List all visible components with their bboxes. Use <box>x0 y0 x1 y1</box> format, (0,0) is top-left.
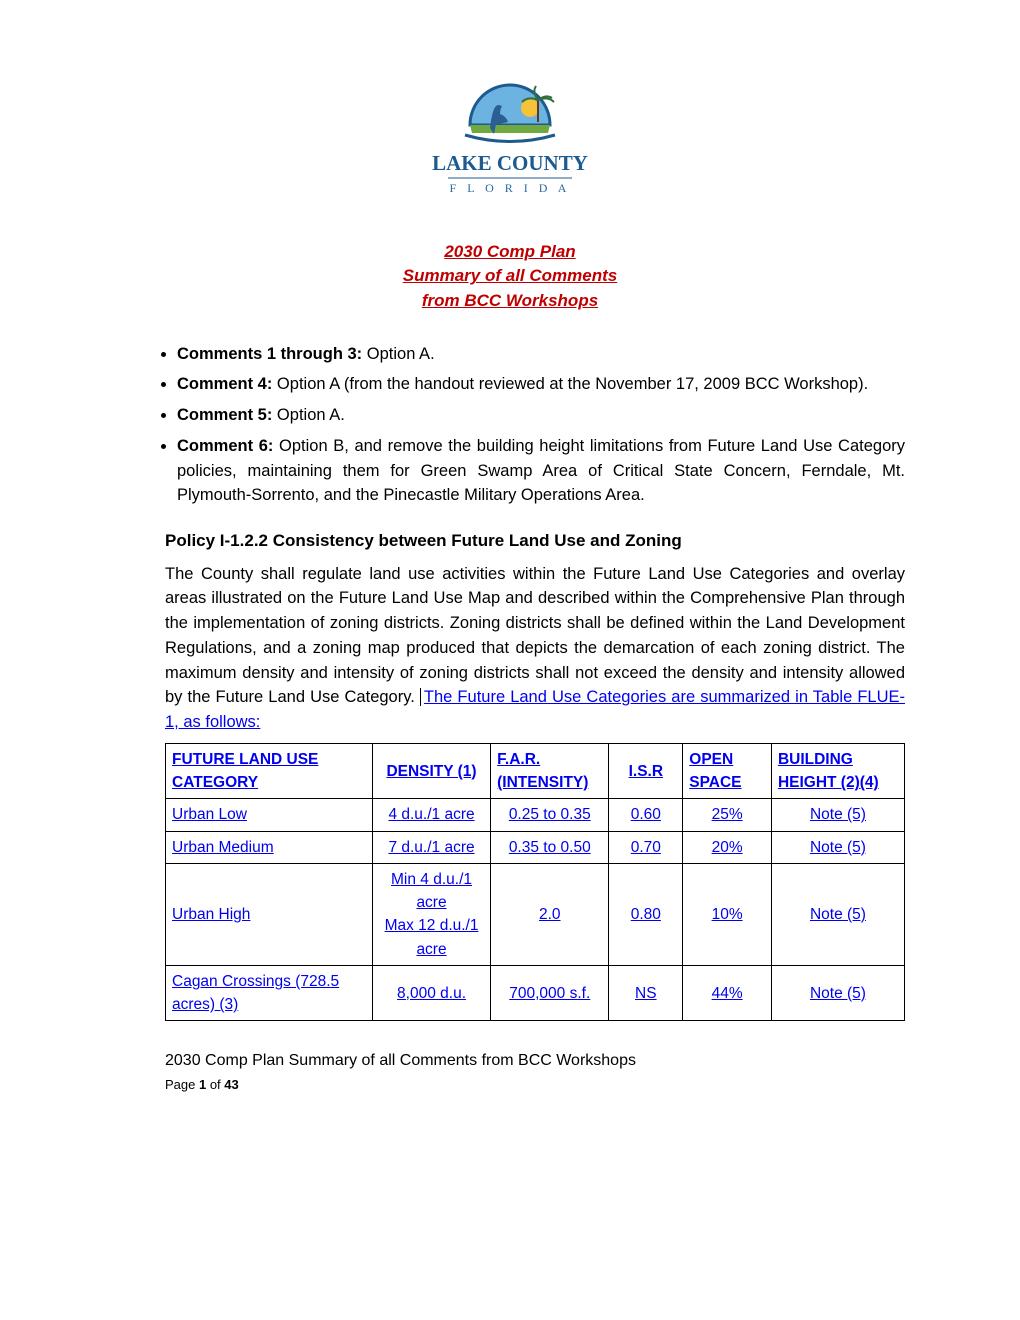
cell-link[interactable]: 0.80 <box>631 906 661 923</box>
footer-title: 2030 Comp Plan Summary of all Comments f… <box>165 1049 905 1073</box>
flue-table: FUTURE LAND USE CATEGORY DENSITY (1) F.A… <box>165 743 905 1022</box>
cell-link[interactable]: 44% <box>712 985 743 1002</box>
cell-link[interactable]: 4 d.u./1 acre <box>388 806 474 823</box>
cell-link[interactable]: NS <box>635 985 657 1002</box>
table-row: Urban High Min 4 d.u./1 acre Max 12 d.u.… <box>166 863 905 965</box>
table-row: Urban Medium 7 d.u./1 acre 0.35 to 0.50 … <box>166 831 905 863</box>
th-density: DENSITY (1) <box>372 743 490 799</box>
cell-link[interactable]: 700,000 s.f. <box>509 985 590 1002</box>
comments-list: Comments 1 through 3: Option A. Comment … <box>115 342 905 509</box>
cell-link[interactable]: 20% <box>712 839 743 856</box>
cell-link[interactable]: Note (5) <box>810 985 866 1002</box>
cell-link[interactable]: Note (5) <box>810 806 866 823</box>
cell-link[interactable]: 2.0 <box>539 906 561 923</box>
cell-link[interactable]: Urban Low <box>172 806 247 823</box>
cell-link[interactable]: 7 d.u./1 acre <box>388 839 474 856</box>
cell-link[interactable]: 0.35 to 0.50 <box>509 839 591 856</box>
cell-link[interactable]: 0.60 <box>631 806 661 823</box>
title-line-2: Summary of all Comments <box>115 264 905 289</box>
document-title: 2030 Comp Plan Summary of all Comments f… <box>115 240 905 314</box>
cell-link[interactable]: 25% <box>712 806 743 823</box>
table-row: Cagan Crossings (728.5 acres) (3) 8,000 … <box>166 965 905 1021</box>
footer-page: Page 1 of 43 <box>165 1075 905 1095</box>
cell-link[interactable]: 10% <box>712 906 743 923</box>
table-body: Urban Low 4 d.u./1 acre 0.25 to 0.35 0.6… <box>166 799 905 1021</box>
policy-body: The County shall regulate land use activ… <box>165 562 905 735</box>
th-height: BUILDING HEIGHT (2)(4) <box>771 743 904 799</box>
logo-text-main: LAKE COUNTY <box>432 151 588 175</box>
cell-link[interactable]: 0.25 to 0.35 <box>509 806 591 823</box>
lake-county-logo-icon: LAKE COUNTY F L O R I D A <box>410 70 610 210</box>
table-header-row: FUTURE LAND USE CATEGORY DENSITY (1) F.A… <box>166 743 905 799</box>
cell-link[interactable]: Note (5) <box>810 839 866 856</box>
th-category: FUTURE LAND USE CATEGORY <box>166 743 373 799</box>
th-isr: I.S.R <box>609 743 683 799</box>
policy-heading: Policy I-1.2.2 Consistency between Futur… <box>165 528 905 554</box>
cell-link[interactable]: Urban High <box>172 906 250 923</box>
cell-link[interactable]: 8,000 d.u. <box>397 985 466 1002</box>
title-line-1: 2030 Comp Plan <box>115 240 905 265</box>
page-footer: 2030 Comp Plan Summary of all Comments f… <box>165 1049 905 1095</box>
list-item: Comment 6: Option B, and remove the buil… <box>177 434 905 508</box>
title-line-3: from BCC Workshops <box>115 289 905 314</box>
cell-link[interactable]: Cagan Crossings (728.5 acres) (3) <box>172 973 339 1013</box>
logo-text-sub: F L O R I D A <box>450 181 571 195</box>
list-item: Comments 1 through 3: Option A. <box>177 342 905 367</box>
cell-link[interactable]: Note (5) <box>810 906 866 923</box>
logo-block: LAKE COUNTY F L O R I D A <box>115 70 905 218</box>
policy-text: The County shall regulate land use activ… <box>165 565 905 707</box>
list-item: Comment 4: Option A (from the handout re… <box>177 372 905 397</box>
cell-link[interactable]: Urban Medium <box>172 839 274 856</box>
cell-link[interactable]: 0.70 <box>631 839 661 856</box>
cell-link[interactable]: Min 4 d.u./1 acre Max 12 d.u./1 acre <box>385 871 479 958</box>
th-far: F.A.R. (INTENSITY) <box>491 743 609 799</box>
list-item: Comment 5: Option A. <box>177 403 905 428</box>
th-open: OPEN SPACE <box>683 743 772 799</box>
table-row: Urban Low 4 d.u./1 acre 0.25 to 0.35 0.6… <box>166 799 905 831</box>
